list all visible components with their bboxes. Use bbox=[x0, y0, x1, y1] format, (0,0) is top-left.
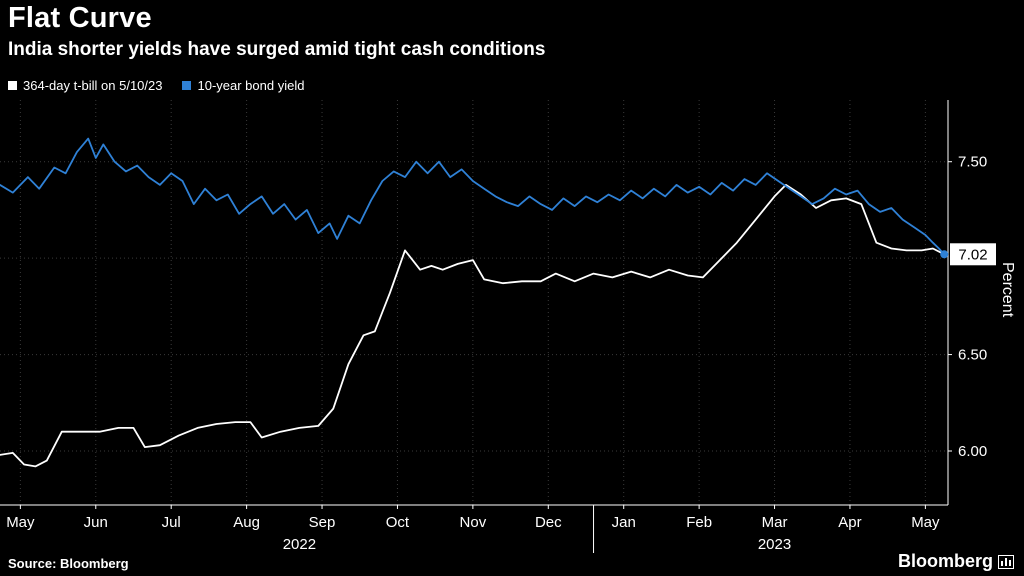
bloomberg-logo-text: Bloomberg bbox=[897, 551, 993, 571]
legend: 364-day t-bill on 5/10/23 10-year bond y… bbox=[8, 78, 304, 93]
last-value-badge-label: 7.02 bbox=[958, 246, 987, 263]
x-tick-label: Mar bbox=[762, 514, 788, 531]
year-label: 2023 bbox=[758, 536, 791, 553]
y-tick-label: 6.50 bbox=[958, 347, 987, 364]
x-tick-label: Apr bbox=[838, 514, 861, 531]
y-tick-label: 7.50 bbox=[958, 154, 987, 171]
tbill-swatch-icon bbox=[8, 81, 17, 90]
x-tick-label: Aug bbox=[233, 514, 260, 531]
series-line-1 bbox=[0, 137, 946, 256]
x-tick-label: Jul bbox=[162, 514, 181, 531]
bloomberg-logo: Bloomberg bbox=[898, 551, 1014, 572]
x-tick-label: Oct bbox=[386, 514, 410, 531]
chart-subtitle: India shorter yields have surged amid ti… bbox=[8, 39, 546, 60]
legend-label-tbill: 364-day t-bill on 5/10/23 bbox=[23, 78, 163, 93]
legend-item-tbill: 364-day t-bill on 5/10/23 bbox=[8, 78, 162, 93]
bloomberg-terminal-icon bbox=[998, 554, 1014, 569]
year-label: 2022 bbox=[283, 536, 316, 553]
x-tick-label: Jun bbox=[84, 514, 108, 531]
x-tick-label: Nov bbox=[460, 514, 487, 531]
bond-swatch-icon bbox=[182, 81, 192, 90]
x-tick-label: Feb bbox=[686, 514, 712, 531]
x-tick-label: Sep bbox=[309, 514, 336, 531]
series-end-dot bbox=[940, 250, 949, 259]
y-tick-label: 6.00 bbox=[958, 443, 987, 460]
x-tick-label: Jan bbox=[612, 514, 636, 531]
x-tick-label: May bbox=[911, 514, 940, 531]
x-tick-label: May bbox=[6, 514, 35, 531]
legend-item-bond: 10-year bond yield bbox=[182, 78, 304, 93]
x-tick-label: Dec bbox=[535, 514, 562, 531]
legend-label-bond: 10-year bond yield bbox=[197, 78, 305, 93]
series-line-0 bbox=[0, 183, 946, 468]
source-note: Source: Bloomberg bbox=[8, 556, 129, 571]
chart-title: Flat Curve bbox=[8, 2, 152, 34]
last-value-badge bbox=[950, 243, 996, 266]
y-axis-title: Percent bbox=[999, 262, 1016, 318]
